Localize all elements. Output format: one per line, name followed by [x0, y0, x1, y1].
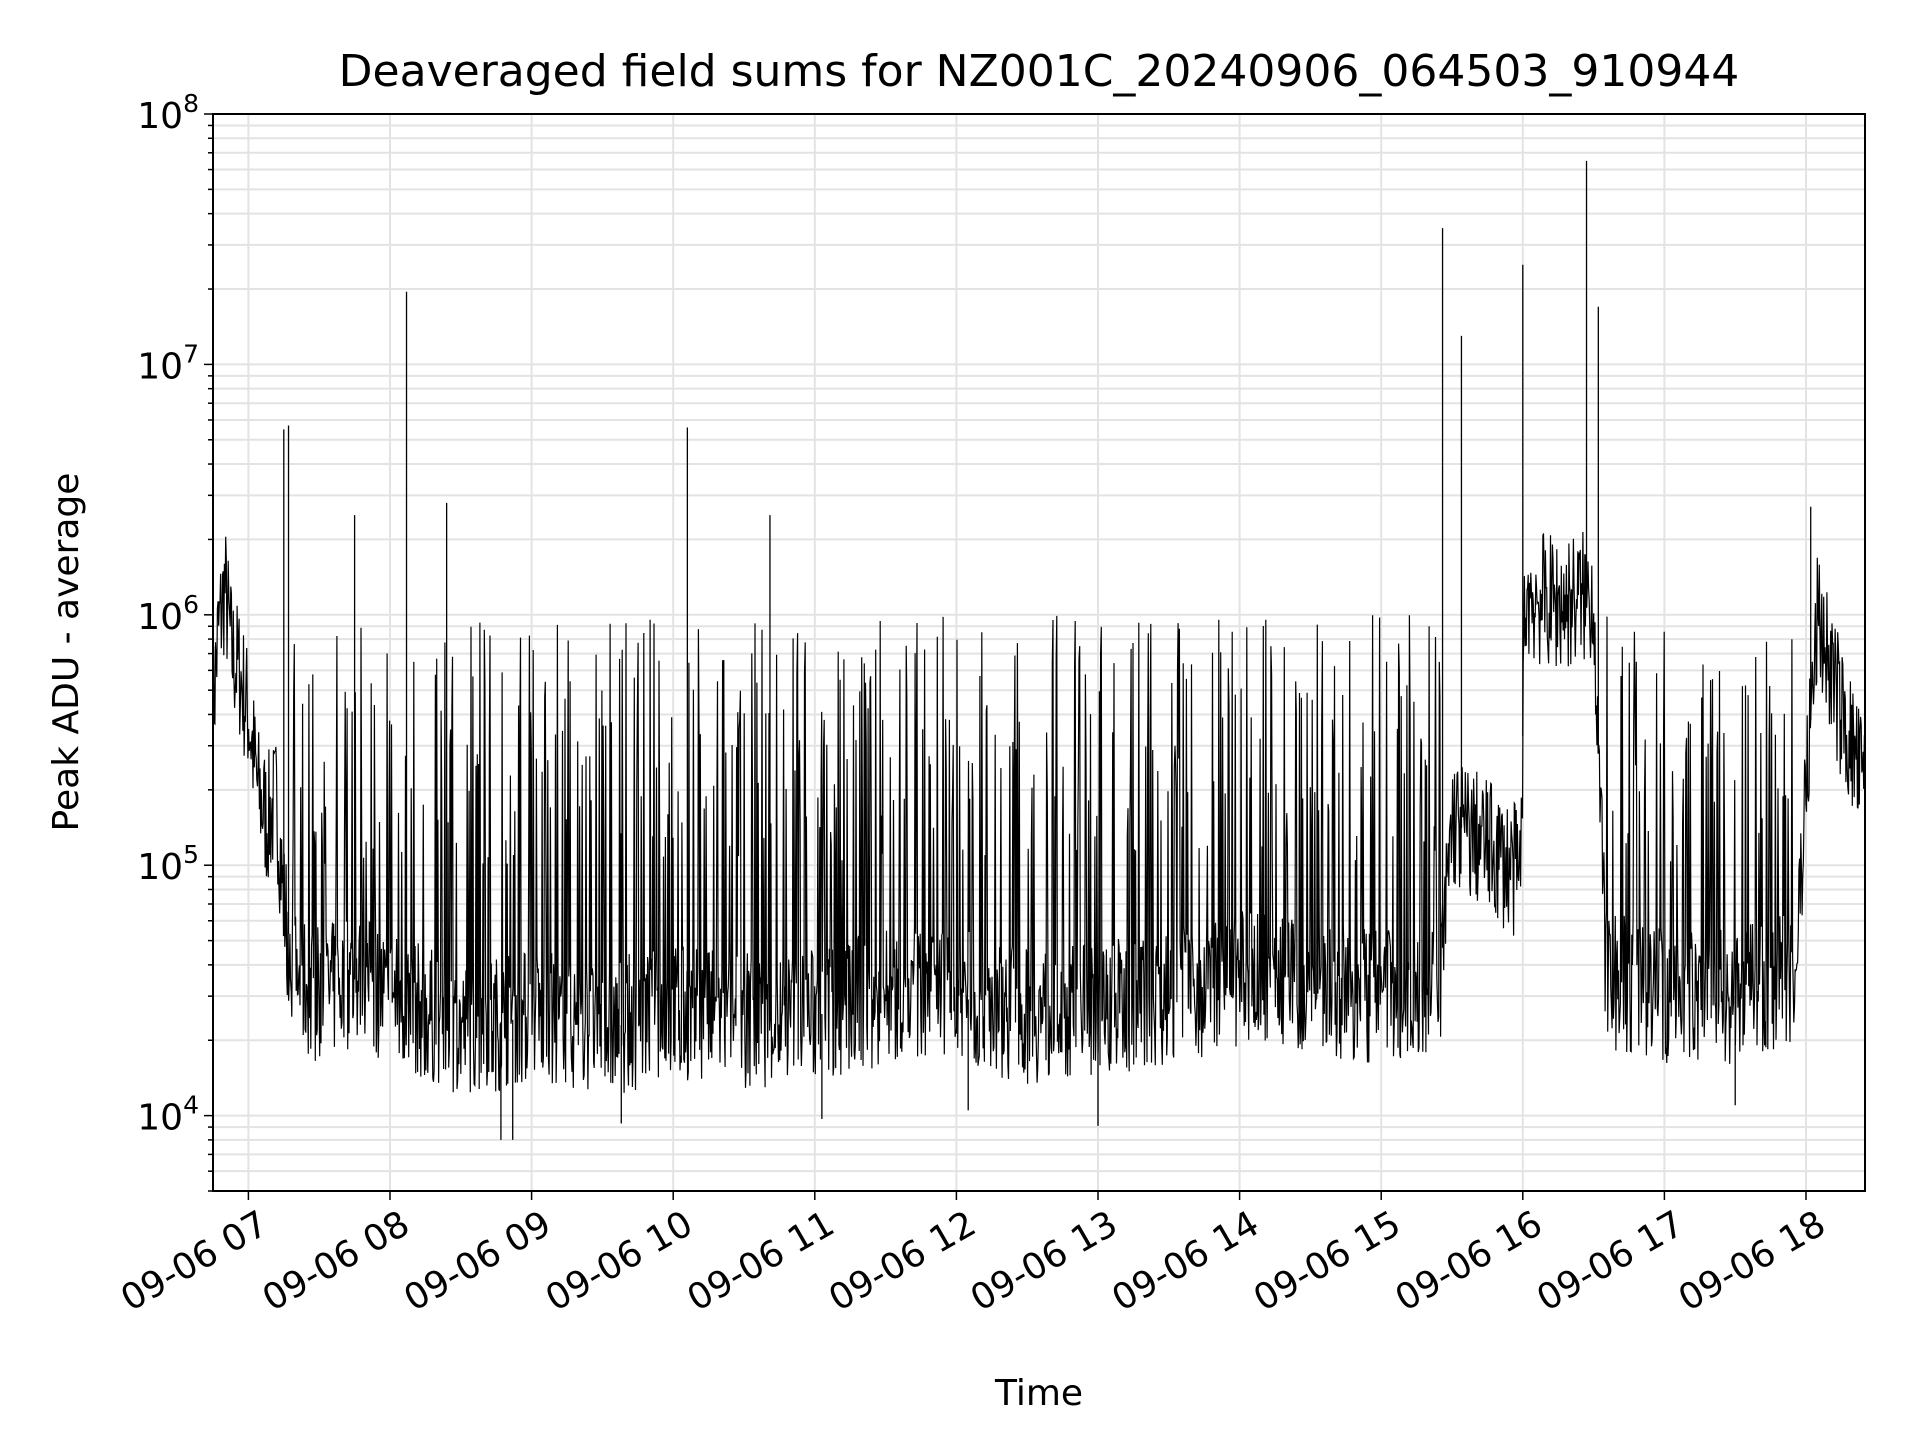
- y-tick-label: 104: [137, 1091, 199, 1139]
- chart-title: Deaveraged field sums for NZ001C_2024090…: [339, 46, 1740, 97]
- y-axis-label: Peak ADU - average: [46, 473, 87, 832]
- plot-area: [213, 160, 1865, 1140]
- y-tick-label: 107: [137, 339, 199, 387]
- plot-frame: [212, 113, 1866, 1192]
- series-line: [213, 531, 1865, 1093]
- series-group: [213, 160, 1865, 1140]
- y-tick-label: 108: [137, 89, 199, 137]
- y-tick-label: 106: [137, 590, 199, 638]
- x-axis-label: Time: [994, 1373, 1083, 1414]
- y-tick-label: 105: [137, 840, 199, 888]
